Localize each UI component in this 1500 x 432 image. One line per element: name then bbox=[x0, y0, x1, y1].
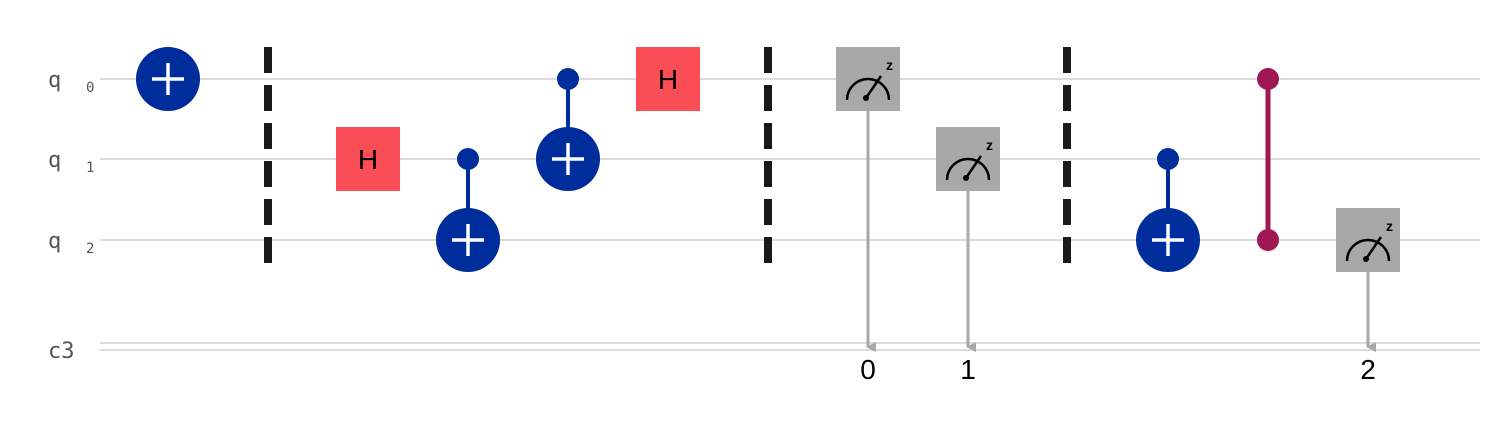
cx-control-dot bbox=[457, 148, 479, 170]
h-gate-q0: H bbox=[636, 47, 700, 111]
measure-basis-label: z bbox=[886, 57, 893, 73]
meter-icon bbox=[945, 157, 991, 181]
cx-control-dot bbox=[557, 68, 579, 90]
meter-icon bbox=[845, 77, 891, 101]
qubit-label-1-index: 1 bbox=[86, 160, 94, 176]
x-gate-q0 bbox=[136, 47, 200, 111]
cz-dot-q0 bbox=[1257, 68, 1279, 90]
measure-basis-label: z bbox=[1386, 218, 1393, 234]
cz-dot-q2 bbox=[1257, 229, 1279, 251]
meter-icon bbox=[1345, 238, 1391, 262]
classical-register-label: c3 bbox=[48, 339, 75, 364]
measure-q0: z bbox=[836, 47, 900, 352]
classical-bit-label-1: 1 bbox=[960, 354, 976, 385]
measure-q1: z bbox=[936, 127, 1000, 352]
qubit-label-0-index: 0 bbox=[86, 80, 94, 96]
qubit-label-2: q 2 bbox=[48, 229, 94, 257]
cx-gate-q1-q2 bbox=[436, 148, 500, 272]
h-gate-q1-label: H bbox=[358, 144, 378, 175]
h-gate-q1: H bbox=[336, 127, 400, 191]
classical-bit-label-2: 2 bbox=[1360, 354, 1376, 385]
cx-control-dot bbox=[1157, 148, 1179, 170]
cz-gate-q0-q2 bbox=[1257, 68, 1279, 251]
cx-gate-q0-q1 bbox=[536, 68, 600, 191]
classical-bit-label-0: 0 bbox=[860, 354, 876, 385]
h-gate-q0-label: H bbox=[658, 64, 678, 95]
cx-gate-q1-q2-second bbox=[1136, 148, 1200, 272]
qubit-label-1: q 1 bbox=[48, 148, 94, 176]
qubit-label-0-name: q bbox=[48, 68, 61, 93]
classical-wire bbox=[100, 342, 1480, 351]
qubit-label-1-name: q bbox=[48, 148, 61, 173]
qubit-label-2-index: 2 bbox=[86, 241, 94, 257]
qubit-label-2-name: q bbox=[48, 229, 61, 254]
measure-basis-label: z bbox=[986, 137, 993, 153]
measure-q2: z bbox=[1336, 208, 1400, 352]
qubit-label-0: q 0 bbox=[48, 68, 94, 96]
